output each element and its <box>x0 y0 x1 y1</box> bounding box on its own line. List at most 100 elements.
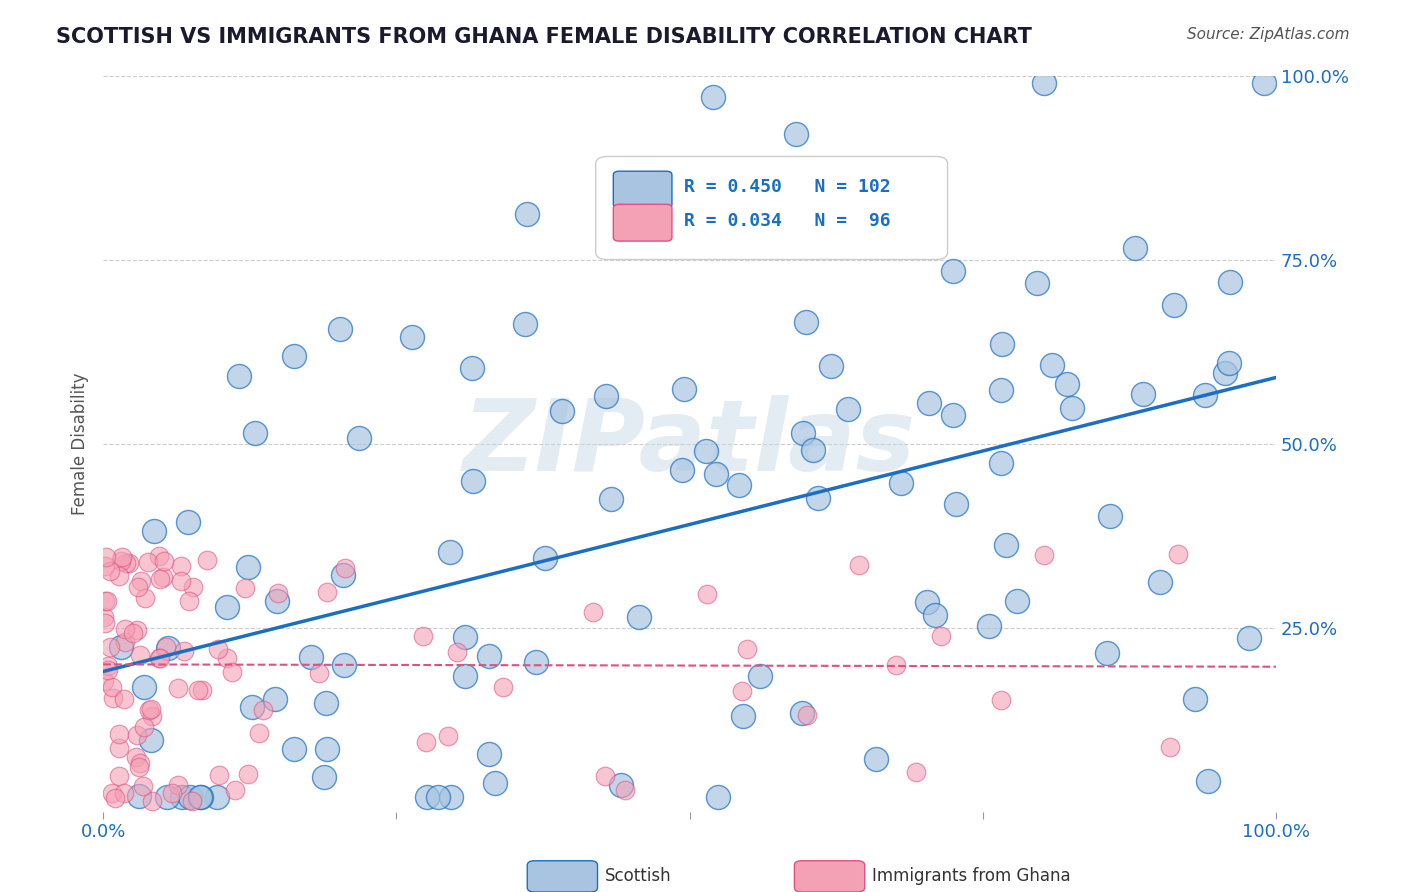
Point <box>138 703 160 717</box>
Point <box>177 593 200 607</box>
Point <box>614 783 637 797</box>
Point <box>316 742 339 756</box>
Point <box>929 629 952 643</box>
Point <box>179 789 201 804</box>
Point <box>990 456 1012 470</box>
Y-axis label: Female Disability: Female Disability <box>72 372 89 515</box>
Point <box>886 658 908 673</box>
Point <box>101 680 124 694</box>
Point <box>415 735 437 749</box>
Point <box>236 559 259 574</box>
Point <box>283 742 305 756</box>
Point <box>112 786 135 800</box>
Point <box>942 409 965 423</box>
Point <box>94 550 117 565</box>
Point <box>672 382 695 396</box>
Point <box>790 706 813 721</box>
Point <box>796 707 818 722</box>
Point <box>152 570 174 584</box>
Point <box>600 492 623 507</box>
Point <box>181 794 204 808</box>
Point <box>727 478 749 492</box>
Point <box>139 732 162 747</box>
Point <box>128 759 150 773</box>
Point <box>1099 508 1122 523</box>
Point <box>188 789 211 804</box>
Point <box>132 720 155 734</box>
Point <box>942 264 965 278</box>
Point <box>127 581 149 595</box>
Point <box>426 789 449 804</box>
Point <box>228 369 250 384</box>
Point <box>446 645 468 659</box>
Point <box>990 383 1012 397</box>
Point <box>252 703 274 717</box>
Text: SCOTTISH VS IMMIGRANTS FROM GHANA FEMALE DISABILITY CORRELATION CHART: SCOTTISH VS IMMIGRANTS FROM GHANA FEMALE… <box>56 27 1032 46</box>
Point <box>671 463 693 477</box>
Point <box>315 696 337 710</box>
Point <box>96 594 118 608</box>
Point <box>918 396 941 410</box>
Point <box>156 789 179 804</box>
Point <box>173 643 195 657</box>
Text: Immigrants from Ghana: Immigrants from Ghana <box>872 867 1070 885</box>
Point <box>207 642 229 657</box>
Point <box>436 729 458 743</box>
Point <box>516 206 538 220</box>
Point <box>1025 277 1047 291</box>
Point <box>195 553 218 567</box>
Point <box>785 127 807 141</box>
Point <box>131 574 153 589</box>
Point <box>224 783 246 797</box>
Point <box>439 545 461 559</box>
Point <box>647 163 669 178</box>
Point <box>478 648 501 663</box>
Point <box>792 426 814 441</box>
Point <box>240 700 263 714</box>
Point <box>136 555 159 569</box>
Point <box>524 655 547 669</box>
Point <box>149 572 172 586</box>
Point <box>332 567 354 582</box>
Point <box>128 789 150 803</box>
Point <box>735 642 758 657</box>
Point <box>157 641 180 656</box>
Point <box>111 550 134 565</box>
Point <box>103 790 125 805</box>
Point <box>582 605 605 619</box>
Point <box>221 665 243 679</box>
Text: ZIPatlas: ZIPatlas <box>463 395 917 492</box>
Point <box>97 663 120 677</box>
Point <box>550 404 572 418</box>
Point <box>125 728 148 742</box>
Point <box>93 610 115 624</box>
Point <box>181 580 204 594</box>
Text: Scottish: Scottish <box>605 867 671 885</box>
Point <box>333 657 356 672</box>
Point <box>749 669 772 683</box>
Point <box>166 778 188 792</box>
Point <box>1194 388 1216 402</box>
FancyBboxPatch shape <box>596 156 948 260</box>
Point <box>141 794 163 808</box>
Point <box>128 756 150 771</box>
Point <box>267 586 290 600</box>
Point <box>177 515 200 529</box>
Point <box>243 425 266 440</box>
Point <box>187 683 209 698</box>
Point <box>610 778 633 792</box>
Point <box>702 90 724 104</box>
Point <box>107 769 129 783</box>
Point <box>453 669 475 683</box>
Point <box>1167 547 1189 561</box>
Point <box>1060 401 1083 416</box>
Point <box>121 625 143 640</box>
Point <box>484 775 506 789</box>
Point <box>461 361 484 376</box>
Point <box>93 559 115 574</box>
Point <box>1213 366 1236 380</box>
Point <box>994 539 1017 553</box>
Point <box>132 779 155 793</box>
Point <box>308 666 330 681</box>
Point <box>118 557 141 571</box>
